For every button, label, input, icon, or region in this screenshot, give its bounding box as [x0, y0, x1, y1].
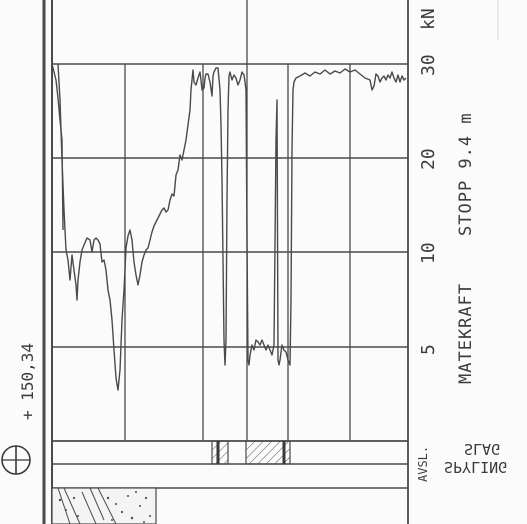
matekraft-line — [57, 63, 407, 391]
tick-5: 5 — [418, 344, 439, 355]
benchmark-symbol — [1, 445, 31, 475]
matekraft-curve — [51, 63, 407, 391]
elevation-label: + 150,34 — [18, 342, 37, 420]
slag-hatch-mark-2 — [245, 440, 291, 465]
avsl-label: AVSL. — [416, 445, 430, 482]
unit-label: kN — [418, 8, 439, 30]
tick-10: 10 — [418, 242, 439, 264]
spyling-label: SPYLING — [444, 458, 508, 476]
slag-label: SLAG — [464, 440, 501, 458]
slag-hatch-mark-1 — [211, 440, 229, 465]
x-axis-title: MATEKRAFT — [456, 282, 476, 384]
tick-20: 20 — [418, 148, 439, 170]
stop-label: STOPP 9.4 m — [456, 112, 476, 236]
soil-sample-sketch — [51, 487, 157, 524]
tick-30: 30 — [418, 54, 439, 76]
matekraft-secondary-line — [51, 63, 64, 231]
